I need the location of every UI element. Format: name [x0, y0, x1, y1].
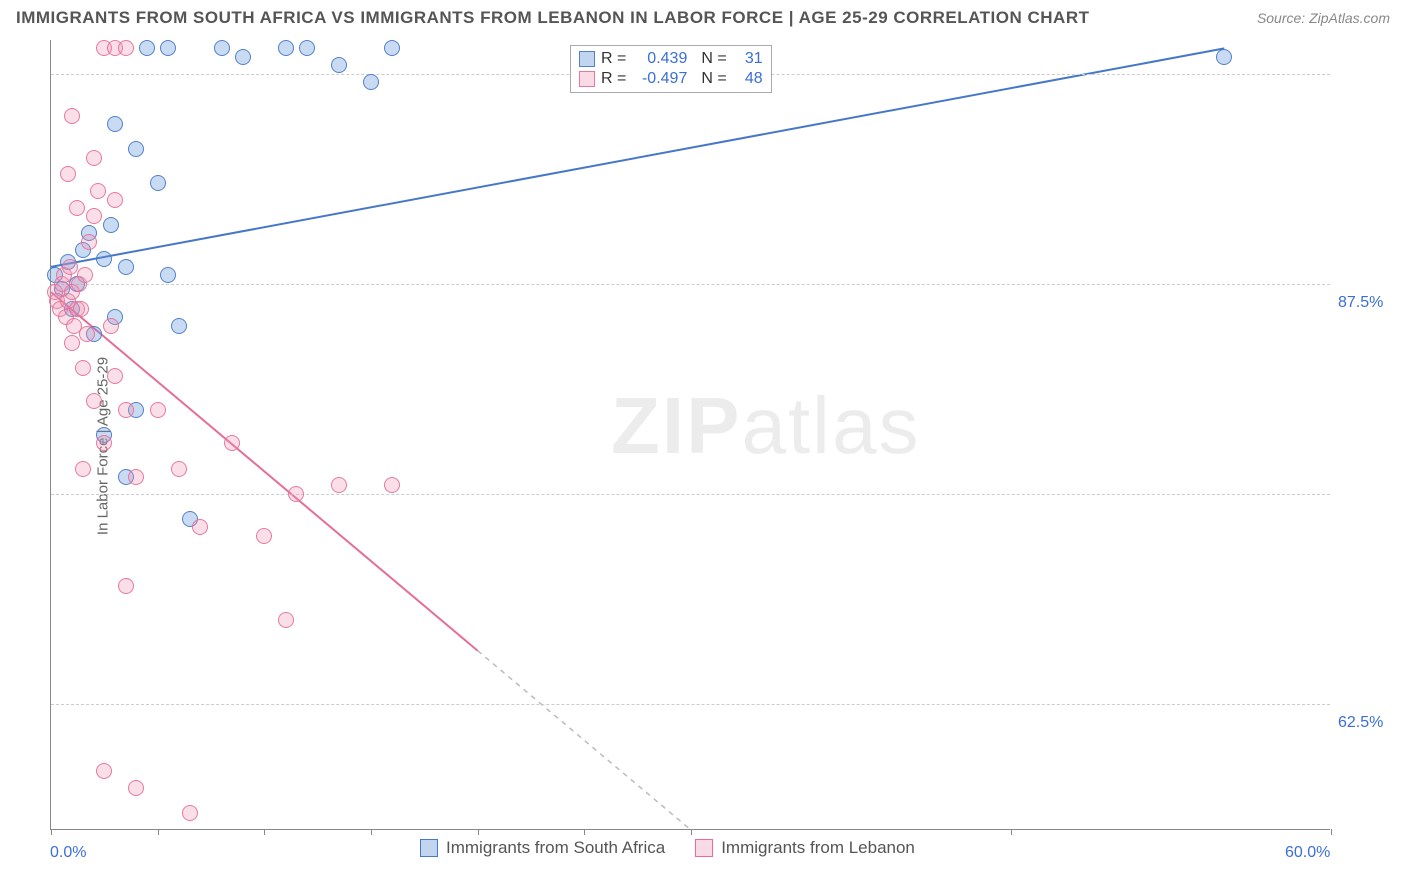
n-label: N =	[701, 70, 726, 88]
chart-title: IMMIGRANTS FROM SOUTH AFRICA VS IMMIGRAN…	[16, 8, 1090, 28]
r-value: 0.439	[632, 50, 687, 68]
data-point	[73, 301, 89, 317]
source-attribution: Source: ZipAtlas.com	[1257, 10, 1390, 26]
data-point	[214, 40, 230, 56]
data-point	[288, 486, 304, 502]
stats-legend: R = 0.439 N = 31 R = -0.497 N = 48	[570, 45, 772, 93]
x-tick-label: 0.0%	[50, 844, 86, 862]
data-point	[75, 461, 91, 477]
legend-swatch	[579, 51, 595, 67]
r-label: R =	[601, 50, 626, 68]
n-value: 48	[733, 70, 763, 88]
legend-item: Immigrants from South Africa	[420, 838, 665, 858]
data-point	[182, 805, 198, 821]
x-tick	[371, 829, 372, 835]
gridline	[51, 704, 1330, 705]
data-point	[75, 360, 91, 376]
title-bar: IMMIGRANTS FROM SOUTH AFRICA VS IMMIGRAN…	[0, 0, 1406, 32]
legend-label: Immigrants from South Africa	[446, 838, 665, 858]
data-point	[81, 234, 97, 250]
data-point	[64, 335, 80, 351]
data-point	[139, 40, 155, 56]
series-legend: Immigrants from South Africa Immigrants f…	[420, 838, 915, 858]
x-tick	[584, 829, 585, 835]
data-point	[331, 57, 347, 73]
gridline	[51, 494, 1330, 495]
data-point	[86, 393, 102, 409]
data-point	[118, 40, 134, 56]
data-point	[235, 49, 251, 65]
data-point	[224, 435, 240, 451]
x-tick-label: 60.0%	[1285, 844, 1330, 862]
data-point	[160, 40, 176, 56]
data-point	[118, 402, 134, 418]
data-point	[128, 780, 144, 796]
trend-lines	[51, 40, 1330, 829]
data-point	[363, 74, 379, 90]
data-point	[103, 318, 119, 334]
data-point	[256, 528, 272, 544]
gridline	[51, 284, 1330, 285]
data-point	[118, 578, 134, 594]
data-point	[62, 259, 78, 275]
data-point	[331, 477, 347, 493]
stats-legend-row: R = 0.439 N = 31	[579, 50, 763, 68]
data-point	[64, 108, 80, 124]
data-point	[1216, 49, 1232, 65]
legend-label: Immigrants from Lebanon	[721, 838, 915, 858]
legend-swatch	[579, 71, 595, 87]
y-tick-label: 62.5%	[1338, 714, 1383, 732]
data-point	[107, 368, 123, 384]
data-point	[171, 461, 187, 477]
data-point	[107, 116, 123, 132]
data-point	[150, 175, 166, 191]
x-tick	[264, 829, 265, 835]
data-point	[278, 612, 294, 628]
data-point	[128, 141, 144, 157]
data-point	[160, 267, 176, 283]
n-value: 31	[733, 50, 763, 68]
data-point	[77, 267, 93, 283]
r-label: R =	[601, 70, 626, 88]
data-point	[192, 519, 208, 535]
data-point	[384, 40, 400, 56]
data-point	[96, 435, 112, 451]
data-point	[128, 469, 144, 485]
x-tick	[51, 829, 52, 835]
n-label: N =	[701, 50, 726, 68]
legend-item: Immigrants from Lebanon	[695, 838, 915, 858]
legend-swatch	[695, 839, 713, 857]
data-point	[384, 477, 400, 493]
y-tick-label: 87.5%	[1338, 294, 1383, 312]
data-point	[60, 166, 76, 182]
r-value: -0.497	[632, 70, 687, 88]
x-tick	[1011, 829, 1012, 835]
data-point	[118, 259, 134, 275]
data-point	[278, 40, 294, 56]
x-tick	[1331, 829, 1332, 835]
data-point	[79, 326, 95, 342]
chart-plot-area: ZIPatlas	[50, 40, 1330, 830]
stats-legend-row: R = -0.497 N = 48	[579, 70, 763, 88]
data-point	[150, 402, 166, 418]
data-point	[86, 150, 102, 166]
data-point	[96, 763, 112, 779]
data-point	[90, 183, 106, 199]
x-tick	[478, 829, 479, 835]
watermark: ZIPatlas	[611, 380, 920, 472]
data-point	[86, 208, 102, 224]
data-point	[107, 192, 123, 208]
x-tick	[158, 829, 159, 835]
x-tick	[691, 829, 692, 835]
data-point	[96, 251, 112, 267]
data-point	[299, 40, 315, 56]
data-point	[69, 200, 85, 216]
legend-swatch	[420, 839, 438, 857]
data-point	[171, 318, 187, 334]
data-point	[103, 217, 119, 233]
